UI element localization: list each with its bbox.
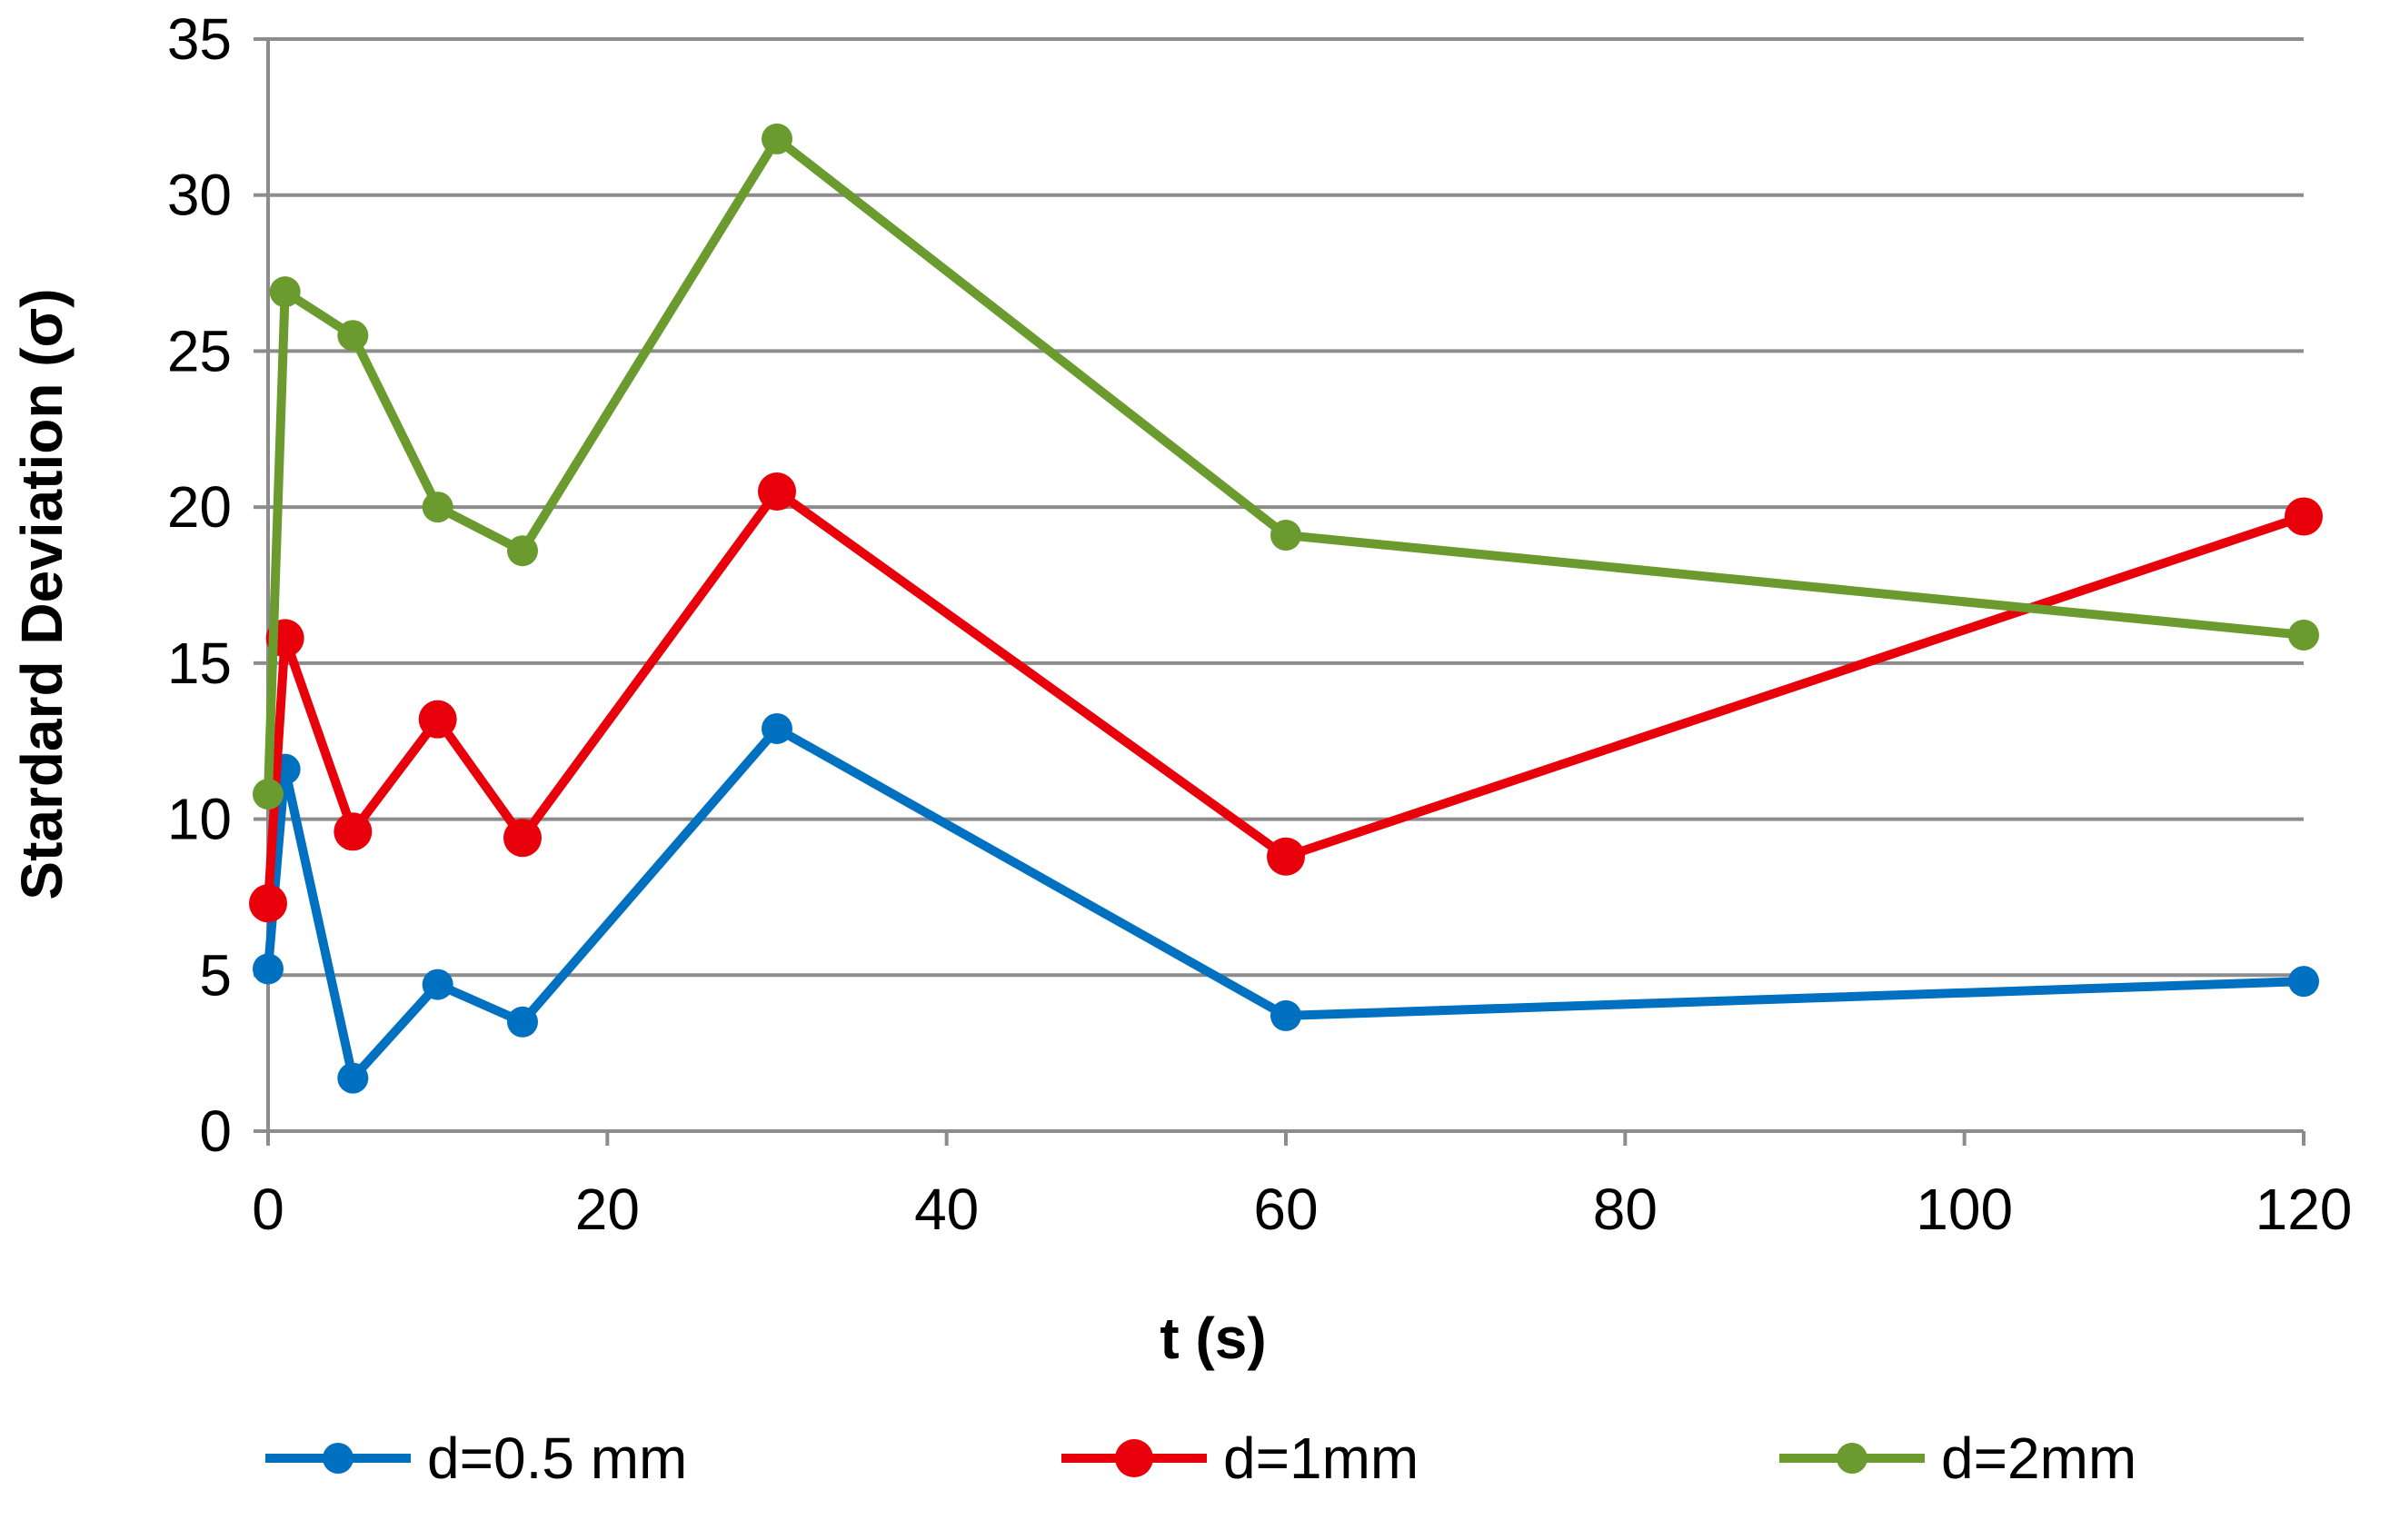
legend-item-1: d=0.5 mm — [265, 1426, 687, 1491]
series-line — [264, 134, 2308, 800]
legend-label: d=1mm — [1223, 1426, 1419, 1491]
data-point — [1270, 520, 1301, 551]
y-tick-label: 5 — [199, 942, 232, 1008]
axes — [266, 39, 2305, 1146]
data-point — [503, 819, 542, 858]
y-tick-label: 0 — [199, 1098, 232, 1164]
y-tick-label: 10 — [167, 787, 232, 852]
axis-labels: Stardard Deviation (σ) t (s) 0 5 10 15 20 25 3… — [9, 6, 2352, 1371]
legend-label: d=2mm — [1941, 1426, 2136, 1491]
data-point — [507, 535, 538, 567]
legend-item-2: d=1mm — [1061, 1426, 1419, 1491]
series-line — [264, 486, 2308, 909]
series-lines — [249, 123, 2323, 1094]
x-tick-label: 120 — [2256, 1177, 2353, 1242]
y-axis-title: Stardard Deviation (σ) — [9, 288, 75, 899]
data-point — [1267, 837, 1305, 876]
series-3 — [253, 123, 2319, 810]
data-point — [758, 472, 796, 511]
data-point — [334, 812, 373, 851]
data-point — [2288, 966, 2319, 998]
data-point — [337, 1062, 369, 1094]
y-tick-label: 15 — [167, 631, 232, 696]
x-tick-label: 0 — [252, 1177, 284, 1242]
data-point — [418, 700, 457, 739]
legend-label: d=0.5 mm — [427, 1426, 687, 1491]
data-point — [422, 969, 453, 1000]
series-line — [264, 723, 2308, 1083]
data-point — [337, 320, 369, 352]
legend-swatch-marker — [323, 1443, 354, 1474]
data-point — [762, 123, 792, 154]
data-point — [253, 953, 284, 985]
data-point — [2285, 497, 2323, 536]
legend: d=0.5 mm d=1mm d=2mm — [265, 1426, 2136, 1491]
legend-item-3: d=2mm — [1779, 1426, 2136, 1491]
data-point — [253, 779, 284, 810]
x-tick-label: 20 — [575, 1177, 640, 1242]
y-tick-label: 35 — [167, 6, 232, 72]
data-point — [249, 884, 287, 923]
legend-swatch-marker — [1837, 1443, 1867, 1474]
data-point — [507, 1006, 538, 1038]
y-tick-label: 20 — [167, 474, 232, 540]
series-1 — [253, 712, 2319, 1094]
x-tick-label: 40 — [914, 1177, 979, 1242]
data-point — [422, 492, 453, 523]
y-tick-label: 30 — [167, 163, 232, 228]
legend-swatch-marker — [1115, 1439, 1153, 1477]
x-tick-label: 60 — [1253, 1177, 1318, 1242]
x-tick-label: 100 — [1916, 1177, 2013, 1242]
data-point — [2288, 619, 2319, 651]
x-tick-label: 80 — [1593, 1177, 1658, 1242]
data-point — [269, 276, 301, 308]
gridlines — [254, 37, 2304, 1133]
y-tick-label: 25 — [167, 318, 232, 383]
data-point — [762, 712, 792, 744]
data-point — [1270, 999, 1301, 1031]
x-axis-title: t (s) — [1160, 1306, 1266, 1371]
